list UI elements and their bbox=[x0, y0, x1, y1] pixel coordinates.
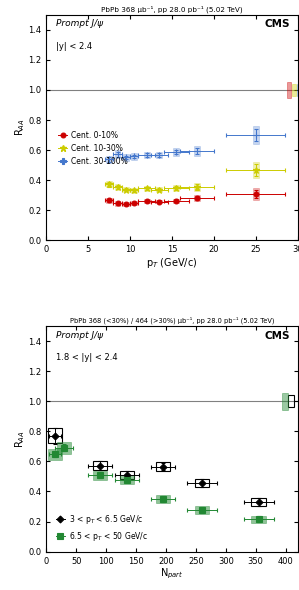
Bar bbox=[253, 126, 259, 145]
Bar bbox=[115, 184, 120, 189]
Bar bbox=[156, 199, 162, 204]
Bar bbox=[120, 471, 134, 479]
Bar bbox=[194, 183, 200, 191]
Bar bbox=[115, 150, 120, 158]
Bar bbox=[131, 201, 137, 205]
Bar bbox=[144, 186, 150, 191]
Y-axis label: R$_{AA}$: R$_{AA}$ bbox=[13, 430, 27, 448]
Title: PbPb 368 μb⁻¹, pp 28.0 pb⁻¹ (5.02 TeV): PbPb 368 μb⁻¹, pp 28.0 pb⁻¹ (5.02 TeV) bbox=[101, 5, 243, 13]
Bar bbox=[292, 84, 296, 96]
Bar bbox=[156, 187, 162, 192]
Bar bbox=[251, 516, 266, 523]
Bar bbox=[251, 498, 266, 506]
Legend: Cent. 0-10%, Cent. 10-30%, Cent. 30-100%: Cent. 0-10%, Cent. 10-30%, Cent. 30-100% bbox=[55, 128, 131, 169]
Bar bbox=[120, 476, 134, 484]
Bar bbox=[106, 181, 112, 188]
Bar bbox=[93, 461, 107, 470]
Bar bbox=[123, 154, 129, 160]
Bar bbox=[253, 188, 259, 200]
Text: |y| < 2.4: |y| < 2.4 bbox=[57, 42, 92, 51]
Bar bbox=[287, 82, 291, 98]
Bar bbox=[194, 195, 200, 201]
Bar bbox=[173, 185, 179, 191]
Bar bbox=[123, 188, 129, 192]
Bar bbox=[131, 188, 137, 193]
Bar bbox=[156, 462, 170, 471]
Bar bbox=[144, 152, 150, 158]
Bar bbox=[57, 441, 71, 454]
Legend: 3 < p$_T$ < 6.5 GeV/c, 6.5 < p$_T$ < 50 GeV/c: 3 < p$_T$ < 6.5 GeV/c, 6.5 < p$_T$ < 50 … bbox=[53, 510, 151, 546]
Bar bbox=[195, 479, 209, 487]
Bar bbox=[48, 428, 62, 443]
Bar bbox=[115, 201, 120, 205]
X-axis label: p$_{T}$ (GeV/c): p$_{T}$ (GeV/c) bbox=[146, 255, 198, 270]
Bar bbox=[123, 202, 129, 206]
Bar bbox=[195, 506, 209, 514]
Text: Prompt J/ψ: Prompt J/ψ bbox=[57, 330, 103, 340]
Text: CMS: CMS bbox=[265, 19, 290, 30]
Y-axis label: R$_{AA}$: R$_{AA}$ bbox=[13, 119, 27, 136]
Bar bbox=[173, 148, 179, 156]
Text: 1.8 < |y| < 2.4: 1.8 < |y| < 2.4 bbox=[57, 353, 118, 362]
Bar bbox=[48, 449, 62, 460]
Bar bbox=[194, 146, 200, 156]
Text: CMS: CMS bbox=[265, 330, 290, 340]
Bar bbox=[297, 84, 299, 96]
Bar bbox=[288, 395, 294, 407]
Bar bbox=[131, 153, 137, 160]
Bar bbox=[253, 162, 259, 178]
Bar bbox=[173, 199, 179, 203]
Bar bbox=[156, 152, 162, 158]
Bar bbox=[93, 471, 107, 480]
Title: PbPb 368 (<30%) / 464 (>30%) μb⁻¹, pp 28.0 pb⁻¹ (5.02 TeV): PbPb 368 (<30%) / 464 (>30%) μb⁻¹, pp 28… bbox=[70, 317, 274, 324]
Bar bbox=[282, 393, 288, 409]
Text: Prompt J/ψ: Prompt J/ψ bbox=[57, 19, 103, 28]
Bar bbox=[156, 495, 170, 503]
Bar bbox=[106, 156, 112, 163]
Bar bbox=[106, 198, 112, 202]
X-axis label: N$_{part}$: N$_{part}$ bbox=[160, 567, 184, 581]
Bar bbox=[144, 199, 150, 203]
